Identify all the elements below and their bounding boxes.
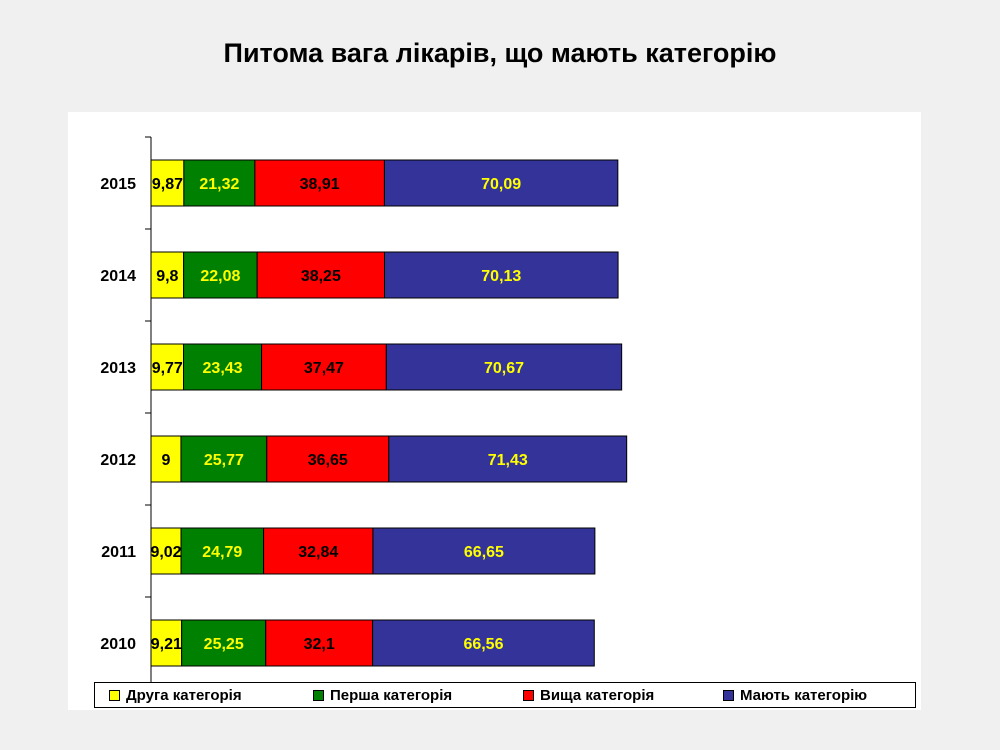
category-label: 2014: [100, 268, 136, 285]
bar-segment: [183, 159, 256, 207]
legend: Друга категорія Перша категорія Вища кат…: [94, 682, 916, 708]
data-label: 66,65: [464, 544, 504, 561]
bar-segment: [263, 527, 374, 575]
category-label: 2013: [100, 360, 136, 377]
bar-segment: [150, 619, 183, 667]
bar-segment: [254, 159, 385, 207]
data-label: 9,8: [156, 268, 178, 285]
data-label: 9,77: [152, 360, 183, 377]
data-label: 25,77: [204, 452, 244, 469]
legend-label-vyshcha: Вища категорія: [540, 686, 655, 704]
bar-segment: [372, 527, 596, 575]
data-label: 38,91: [300, 176, 340, 193]
bar-segment: [150, 527, 182, 575]
data-label: 32,1: [304, 636, 335, 653]
legend-item-druha: Друга категорія: [109, 687, 242, 704]
legend-swatch-druha: [109, 689, 120, 701]
legend-item-mayut: Мають категорію: [723, 687, 867, 704]
chart-panel: 2015 9,87 21,32 38,91 70,09 2014 9,8 22,08 38,25…: [68, 112, 921, 710]
chart-title: Питома вага лікарів, що мають категорію: [223, 38, 777, 68]
data-label: 38,25: [301, 268, 341, 285]
data-label: 71,43: [488, 452, 528, 469]
data-label: 70,67: [484, 360, 524, 377]
bar-segment: [180, 435, 268, 483]
bar-segment: [384, 251, 619, 299]
data-label: 9,02: [150, 544, 181, 561]
legend-swatch-mayut: [723, 689, 734, 701]
data-label: 9,21: [151, 636, 182, 653]
bar-segment: [265, 619, 374, 667]
legend-item-persha: Перша категорія: [313, 687, 452, 704]
legend-item-vyshcha: Вища категорія: [523, 687, 654, 704]
legend-label-persha: Перша категорія: [330, 686, 453, 704]
data-label: 32,84: [298, 544, 338, 561]
category-label: 2010: [100, 636, 136, 653]
data-label: 36,65: [308, 452, 348, 469]
legend-swatch-persha: [313, 689, 324, 701]
bar-segment: [183, 251, 258, 299]
data-label: 37,47: [304, 360, 344, 377]
data-label: 22,08: [200, 268, 240, 285]
legend-swatch-vyshcha: [523, 689, 534, 701]
bar-segment: [181, 619, 267, 667]
data-label: 70,13: [481, 268, 521, 285]
bar-segment: [266, 435, 390, 483]
bar-segment: [150, 251, 185, 299]
category-label: 2015: [100, 176, 136, 193]
data-label: 21,32: [199, 176, 239, 193]
stacked-bar-chart: 2015 9,87 21,32 38,91 70,09 2014 9,8 22,08 38,25…: [100, 136, 628, 682]
legend-label-mayut: Мають категорію: [740, 686, 868, 704]
bar-segment: [261, 343, 387, 391]
bar-segment: [385, 343, 623, 391]
data-label: 9: [162, 452, 171, 469]
data-label: 70,09: [481, 176, 521, 193]
category-label: 2012: [100, 452, 136, 469]
category-label: 2011: [101, 544, 136, 561]
bar-segment: [383, 159, 619, 207]
data-label: 25,25: [204, 636, 244, 653]
bar-segment: [150, 159, 185, 207]
bar-segment: [372, 619, 595, 667]
bar-segment: [150, 435, 182, 483]
data-label: 66,56: [463, 636, 503, 653]
data-label: 24,79: [202, 544, 242, 561]
data-label: 9,87: [152, 176, 183, 193]
bar-segment: [388, 435, 628, 483]
data-label: 23,43: [203, 360, 243, 377]
bar-segment: [150, 343, 185, 391]
legend-label-druha: Друга категорія: [126, 686, 242, 704]
